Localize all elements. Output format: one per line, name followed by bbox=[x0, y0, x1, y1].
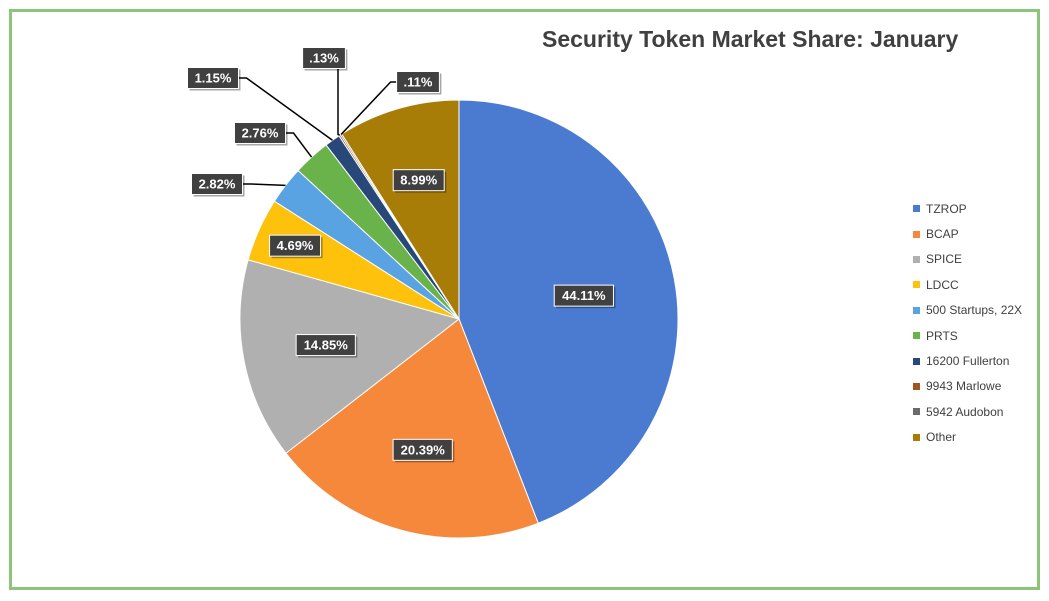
svg-text:.11%: .11% bbox=[404, 75, 433, 90]
svg-text:14.85%: 14.85% bbox=[304, 338, 349, 353]
data-label-prts: 2.76% bbox=[234, 122, 288, 146]
data-label-other: 8.99% bbox=[392, 169, 447, 193]
pie-slice-spice bbox=[239, 259, 461, 454]
legend-swatch bbox=[913, 332, 920, 340]
pie-slices bbox=[239, 99, 679, 539]
data-label-9943-marlowe: .13% bbox=[302, 47, 348, 71]
leader-lines bbox=[238, 68, 397, 187]
legend-item-bcap: BCAP bbox=[913, 221, 1022, 246]
pie-slice-other bbox=[341, 99, 460, 321]
svg-text:1.15%: 1.15% bbox=[195, 71, 232, 86]
legend-label: 5942 Audobon bbox=[926, 404, 1004, 419]
pie-slice-tzrop bbox=[458, 99, 679, 524]
svg-text:2.82%: 2.82% bbox=[199, 177, 236, 192]
legend-label: BCAP bbox=[926, 227, 959, 242]
svg-text:8.99%: 8.99% bbox=[400, 173, 437, 188]
leader-line-prts bbox=[285, 132, 313, 158]
legend-swatch bbox=[913, 357, 920, 365]
data-labels: 44.11% 20.39% 14.85% 4.69% 2.82% 2.76% 1.15% .1… bbox=[187, 47, 616, 463]
chart-legend: TZROP BCAP SPICE LDCC 500 Startups, 22X PRTS 1… bbox=[913, 196, 1022, 450]
legend-item-spice: SPICE bbox=[913, 247, 1022, 272]
pie-slice-bcap bbox=[285, 318, 539, 539]
leader-line-16200-fullerton bbox=[238, 77, 333, 141]
legend-item-prts: PRTS bbox=[913, 323, 1022, 348]
chart-title: Security Token Market Share: January bbox=[542, 26, 959, 52]
legend-label: 500 Startups, 22X bbox=[926, 303, 1023, 318]
legend-item-ldcc: LDCC bbox=[913, 272, 1022, 297]
legend-item-9943-marlowe: 9943 Marlowe bbox=[913, 374, 1022, 399]
legend-item-5942-audobon: 5942 Audobon bbox=[913, 399, 1022, 424]
leader-line-9943-marlowe bbox=[337, 68, 341, 136]
legend-item-other: Other bbox=[913, 425, 1022, 450]
data-label-500-startups-22x: 2.82% bbox=[191, 173, 245, 197]
data-label-ldcc: 4.69% bbox=[269, 234, 323, 259]
leader-line-500-startups-22x bbox=[242, 183, 286, 187]
legend-item-500-startups-22x: 500 Startups, 22X bbox=[913, 298, 1022, 323]
legend-swatch bbox=[913, 255, 920, 263]
data-label-bcap: 20.39% bbox=[392, 438, 455, 463]
svg-text:20.39%: 20.39% bbox=[401, 442, 446, 457]
leader-line-5942-audobon bbox=[340, 81, 397, 135]
legend-swatch bbox=[913, 433, 920, 441]
legend-label: 9943 Marlowe bbox=[926, 379, 1002, 394]
svg-text:4.69%: 4.69% bbox=[277, 238, 314, 253]
svg-text:2.76%: 2.76% bbox=[242, 126, 279, 141]
data-label-16200-fullerton: 1.15% bbox=[187, 67, 241, 91]
data-label-tzrop: 44.11% bbox=[553, 284, 616, 309]
legend-item-tzrop: TZROP bbox=[913, 196, 1022, 221]
data-label-5942-audobon: .11% bbox=[396, 71, 442, 95]
svg-text:44.11%: 44.11% bbox=[562, 288, 606, 303]
legend-swatch bbox=[913, 230, 920, 238]
legend-swatch bbox=[913, 281, 920, 289]
legend-swatch bbox=[913, 306, 920, 314]
legend-label: Other bbox=[926, 430, 957, 445]
legend-label: PRTS bbox=[926, 328, 958, 343]
legend-swatch bbox=[913, 382, 920, 390]
legend-label: SPICE bbox=[926, 252, 963, 267]
svg-text:.13%: .13% bbox=[309, 51, 339, 66]
data-label-spice: 14.85% bbox=[295, 334, 358, 358]
legend-label: LDCC bbox=[926, 277, 959, 292]
legend-item-16200-fullerton: 16200 Fullerton bbox=[913, 348, 1022, 373]
legend-swatch bbox=[913, 205, 920, 213]
legend-swatch bbox=[913, 408, 920, 416]
legend-label: 16200 Fullerton bbox=[926, 354, 1010, 369]
legend-label: TZROP bbox=[926, 201, 967, 216]
